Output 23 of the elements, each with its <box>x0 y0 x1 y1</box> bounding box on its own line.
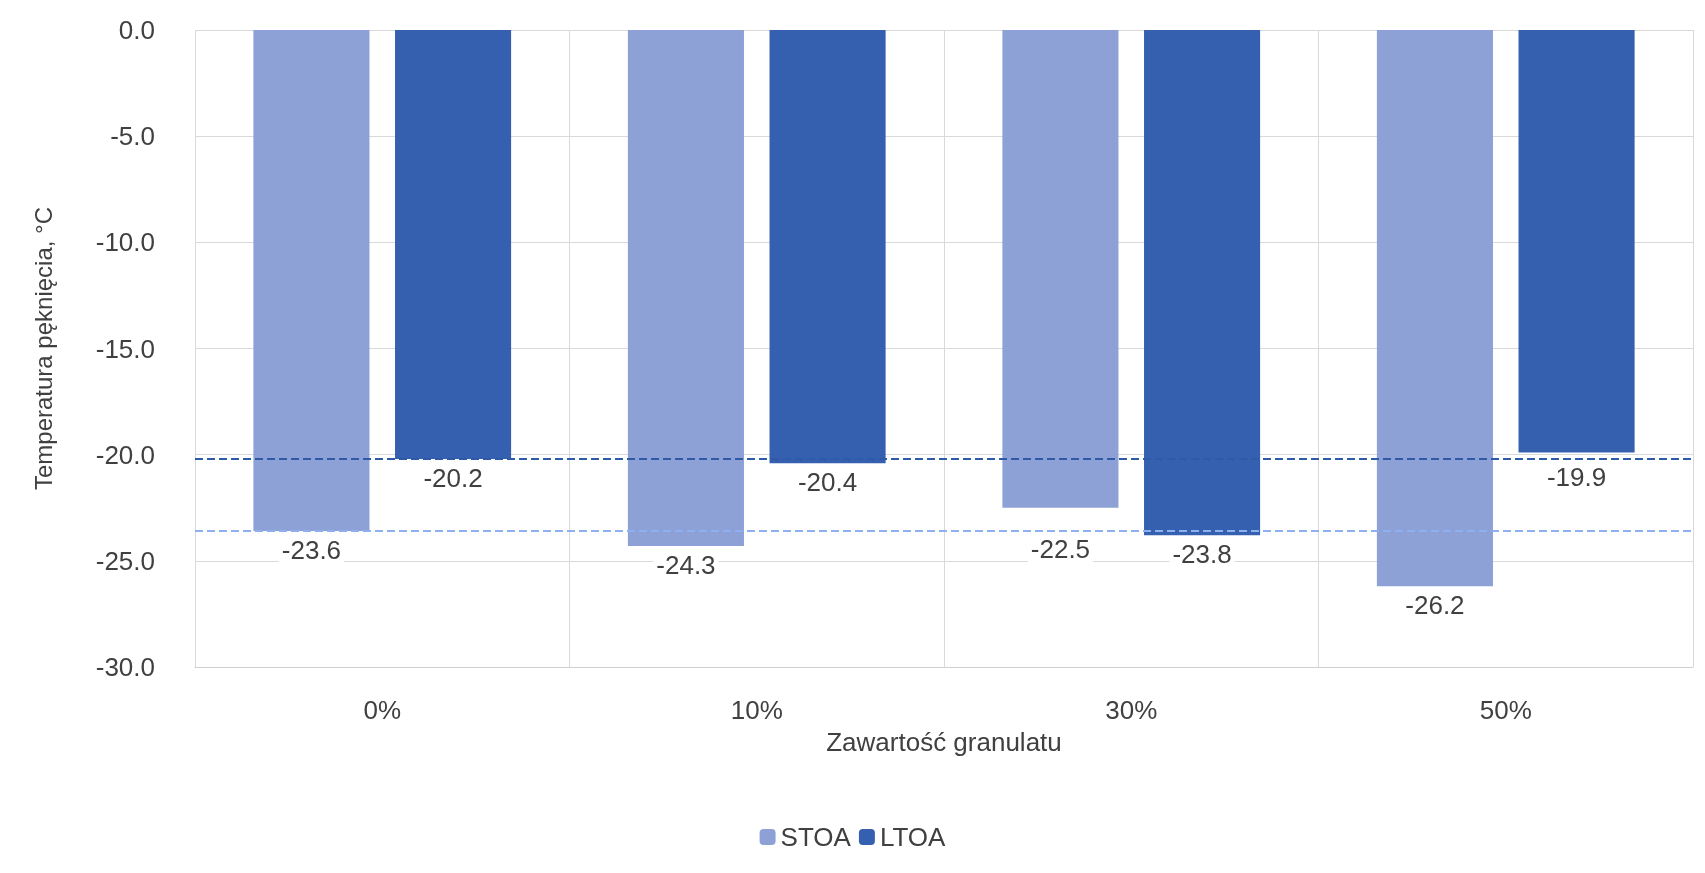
data-label: -24.3 <box>656 549 716 580</box>
y-tick-label: -10.0 <box>95 227 155 258</box>
x-axis-title: Zawartość granulatu <box>826 727 1062 757</box>
y-tick-label: -30.0 <box>95 652 155 682</box>
data-label: -26.2 <box>1405 590 1465 621</box>
data-label: -20.4 <box>797 467 858 498</box>
data-label: -22.5 <box>1030 534 1091 565</box>
x-tick-label: 10% <box>730 695 783 725</box>
y-tick-label: -5.0 <box>110 121 155 152</box>
y-axis-title: Temperatura pęknięcia, °C <box>29 206 57 491</box>
data-label: -19.9 <box>1546 461 1607 492</box>
y-tick-label: 0.0 <box>118 15 155 45</box>
data-label: -23.8 <box>1172 539 1232 570</box>
x-tick-label: 0% <box>363 695 402 725</box>
x-tick-label: 30% <box>1105 695 1158 725</box>
x-tick-label: 50% <box>1479 695 1532 725</box>
data-label: -23.6 <box>281 535 342 566</box>
data-label: -20.2 <box>423 462 483 493</box>
legend-label: LTOA <box>879 822 947 852</box>
y-tick-label: -15.0 <box>95 333 155 364</box>
y-tick-label: -25.0 <box>95 545 155 576</box>
legend-label: STOA <box>780 822 852 852</box>
y-tick-label: -20.0 <box>95 439 155 470</box>
